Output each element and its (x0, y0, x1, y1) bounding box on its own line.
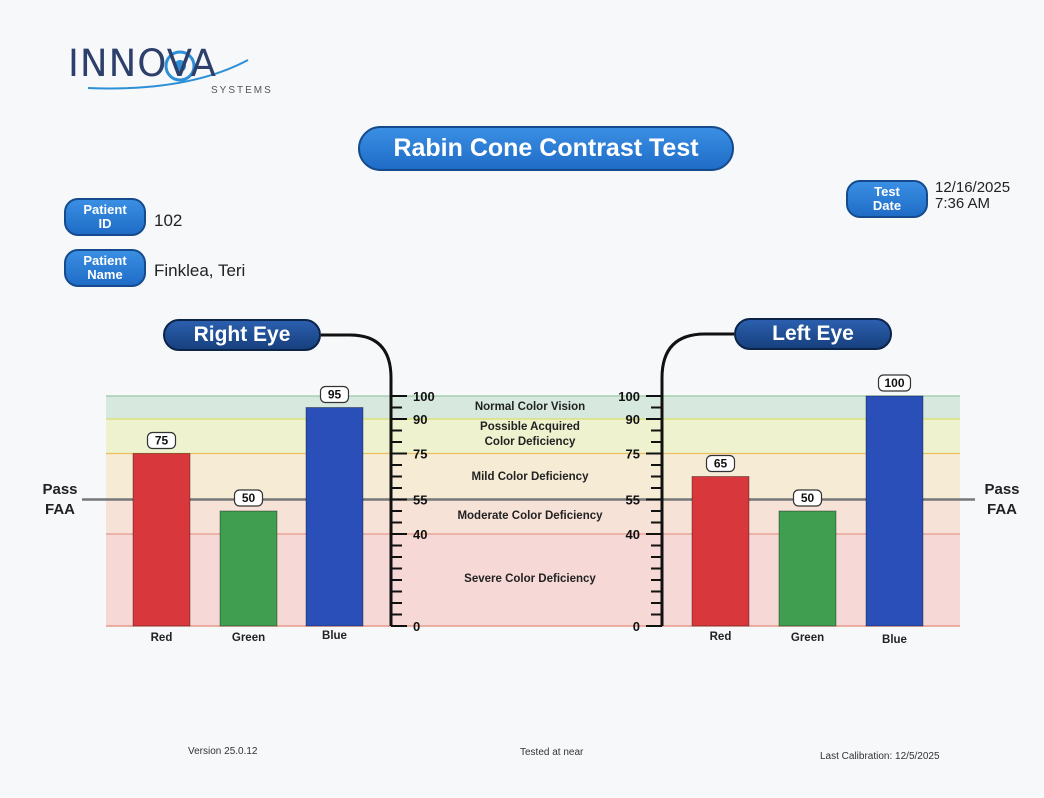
scale-tick-label: 100 (413, 389, 435, 404)
zone-band (106, 419, 960, 454)
bar-value-label: 50 (242, 491, 256, 505)
patient-id-label-line1: Patient (83, 202, 127, 217)
bar-value-label: 95 (328, 388, 342, 402)
patient-id-label: Patient ID (64, 198, 146, 236)
bar-green (778, 510, 837, 627)
zone-label: Mild Color Deficiency (472, 471, 590, 483)
bar-value-box (233, 489, 264, 507)
footer-calibration: Last Calibration: 12/5/2025 (820, 751, 940, 762)
scale-tick-label: 0 (413, 619, 420, 634)
test-date-label: Test Date (846, 180, 928, 218)
patient-id-value: 102 (154, 211, 183, 230)
bar-value-box (146, 431, 177, 450)
zone-label: Normal Color Vision (475, 401, 585, 413)
bar-value-box (705, 454, 736, 473)
bar-value-box (792, 489, 823, 507)
scale-tick-label: 75 (626, 447, 640, 462)
test-date-label-line2: Date (872, 198, 902, 213)
bar-value-label: 100 (884, 376, 904, 390)
patient-name-label-line2: Name (87, 267, 123, 282)
bars-layer (132, 374, 924, 627)
zone-label: Moderate Color Deficiency (457, 510, 603, 522)
logo-text: INNOVA (68, 42, 217, 85)
scale-tick-label: 40 (626, 527, 640, 542)
bar-value-label: 75 (155, 434, 169, 448)
scale-tick-label: 0 (633, 619, 640, 634)
bar-value-label: 65 (714, 457, 728, 471)
patient-name-label: Patient Name (64, 249, 146, 287)
bar-category-label: Green (791, 632, 824, 644)
scale-bracket-curve (321, 333, 393, 396)
bar-value-box (319, 385, 350, 404)
scale-tick-label: 90 (626, 412, 640, 427)
pass-faa-label: FAA (45, 501, 75, 518)
zone-label: Possible Acquired (480, 421, 580, 433)
scale-tick-label: 55 (626, 493, 640, 508)
zone-label: Severe Color Deficiency (464, 573, 596, 585)
patient-id-label-line2: ID (98, 216, 112, 231)
scale-tick-label: 100 (618, 389, 640, 404)
labels-layer: Normal Color Vision Possible Acquired Colo… (42, 376, 1019, 646)
bar-green (219, 510, 278, 627)
bar-blue (865, 395, 924, 627)
scale-tick-label: 40 (413, 527, 427, 542)
scale-tick-label: 90 (413, 412, 427, 427)
axes-layer (321, 332, 734, 627)
pass-faa-label: FAA (987, 501, 1017, 518)
bar-category-label: Green (232, 632, 265, 644)
bar-red (132, 453, 191, 627)
logo-swoosh-icon (87, 50, 249, 90)
left-eye-label: Left Eye (734, 318, 892, 350)
footer-tested: Tested at near (520, 747, 584, 758)
test-date-time: 7:36 AM (935, 195, 991, 212)
bar-value-label: 50 (801, 491, 815, 505)
bar-category-label: Blue (882, 634, 907, 646)
innova-logo: INNOVA SYSTEMS (68, 42, 288, 102)
scale-tick-label: 55 (413, 493, 427, 508)
bar-category-label: Blue (322, 630, 347, 642)
bar-category-label: Red (151, 632, 173, 644)
test-date-label-line1: Test (874, 184, 900, 199)
bar-value-box (877, 374, 912, 392)
pass-faa-label: Pass (42, 481, 77, 498)
bar-red (691, 476, 750, 627)
test-date-date: 12/16/2025 (935, 179, 1011, 196)
right-eye-label: Right Eye (163, 319, 321, 351)
bar-blue (305, 407, 364, 627)
zone-label: Color Deficiency (485, 436, 576, 448)
patient-name-label-line1: Patient (83, 253, 127, 268)
scale-tick-label: 75 (413, 447, 427, 462)
bar-category-label: Red (710, 631, 732, 643)
scale-bracket-curve (660, 332, 734, 396)
pass-faa-label: Pass (984, 481, 1019, 498)
page-title: Rabin Cone Contrast Test (358, 126, 734, 171)
logo-subtext: SYSTEMS (211, 85, 273, 96)
patient-name-value: Finklea, Teri (154, 261, 246, 280)
footer-version: Version 25.0.12 (188, 746, 258, 757)
